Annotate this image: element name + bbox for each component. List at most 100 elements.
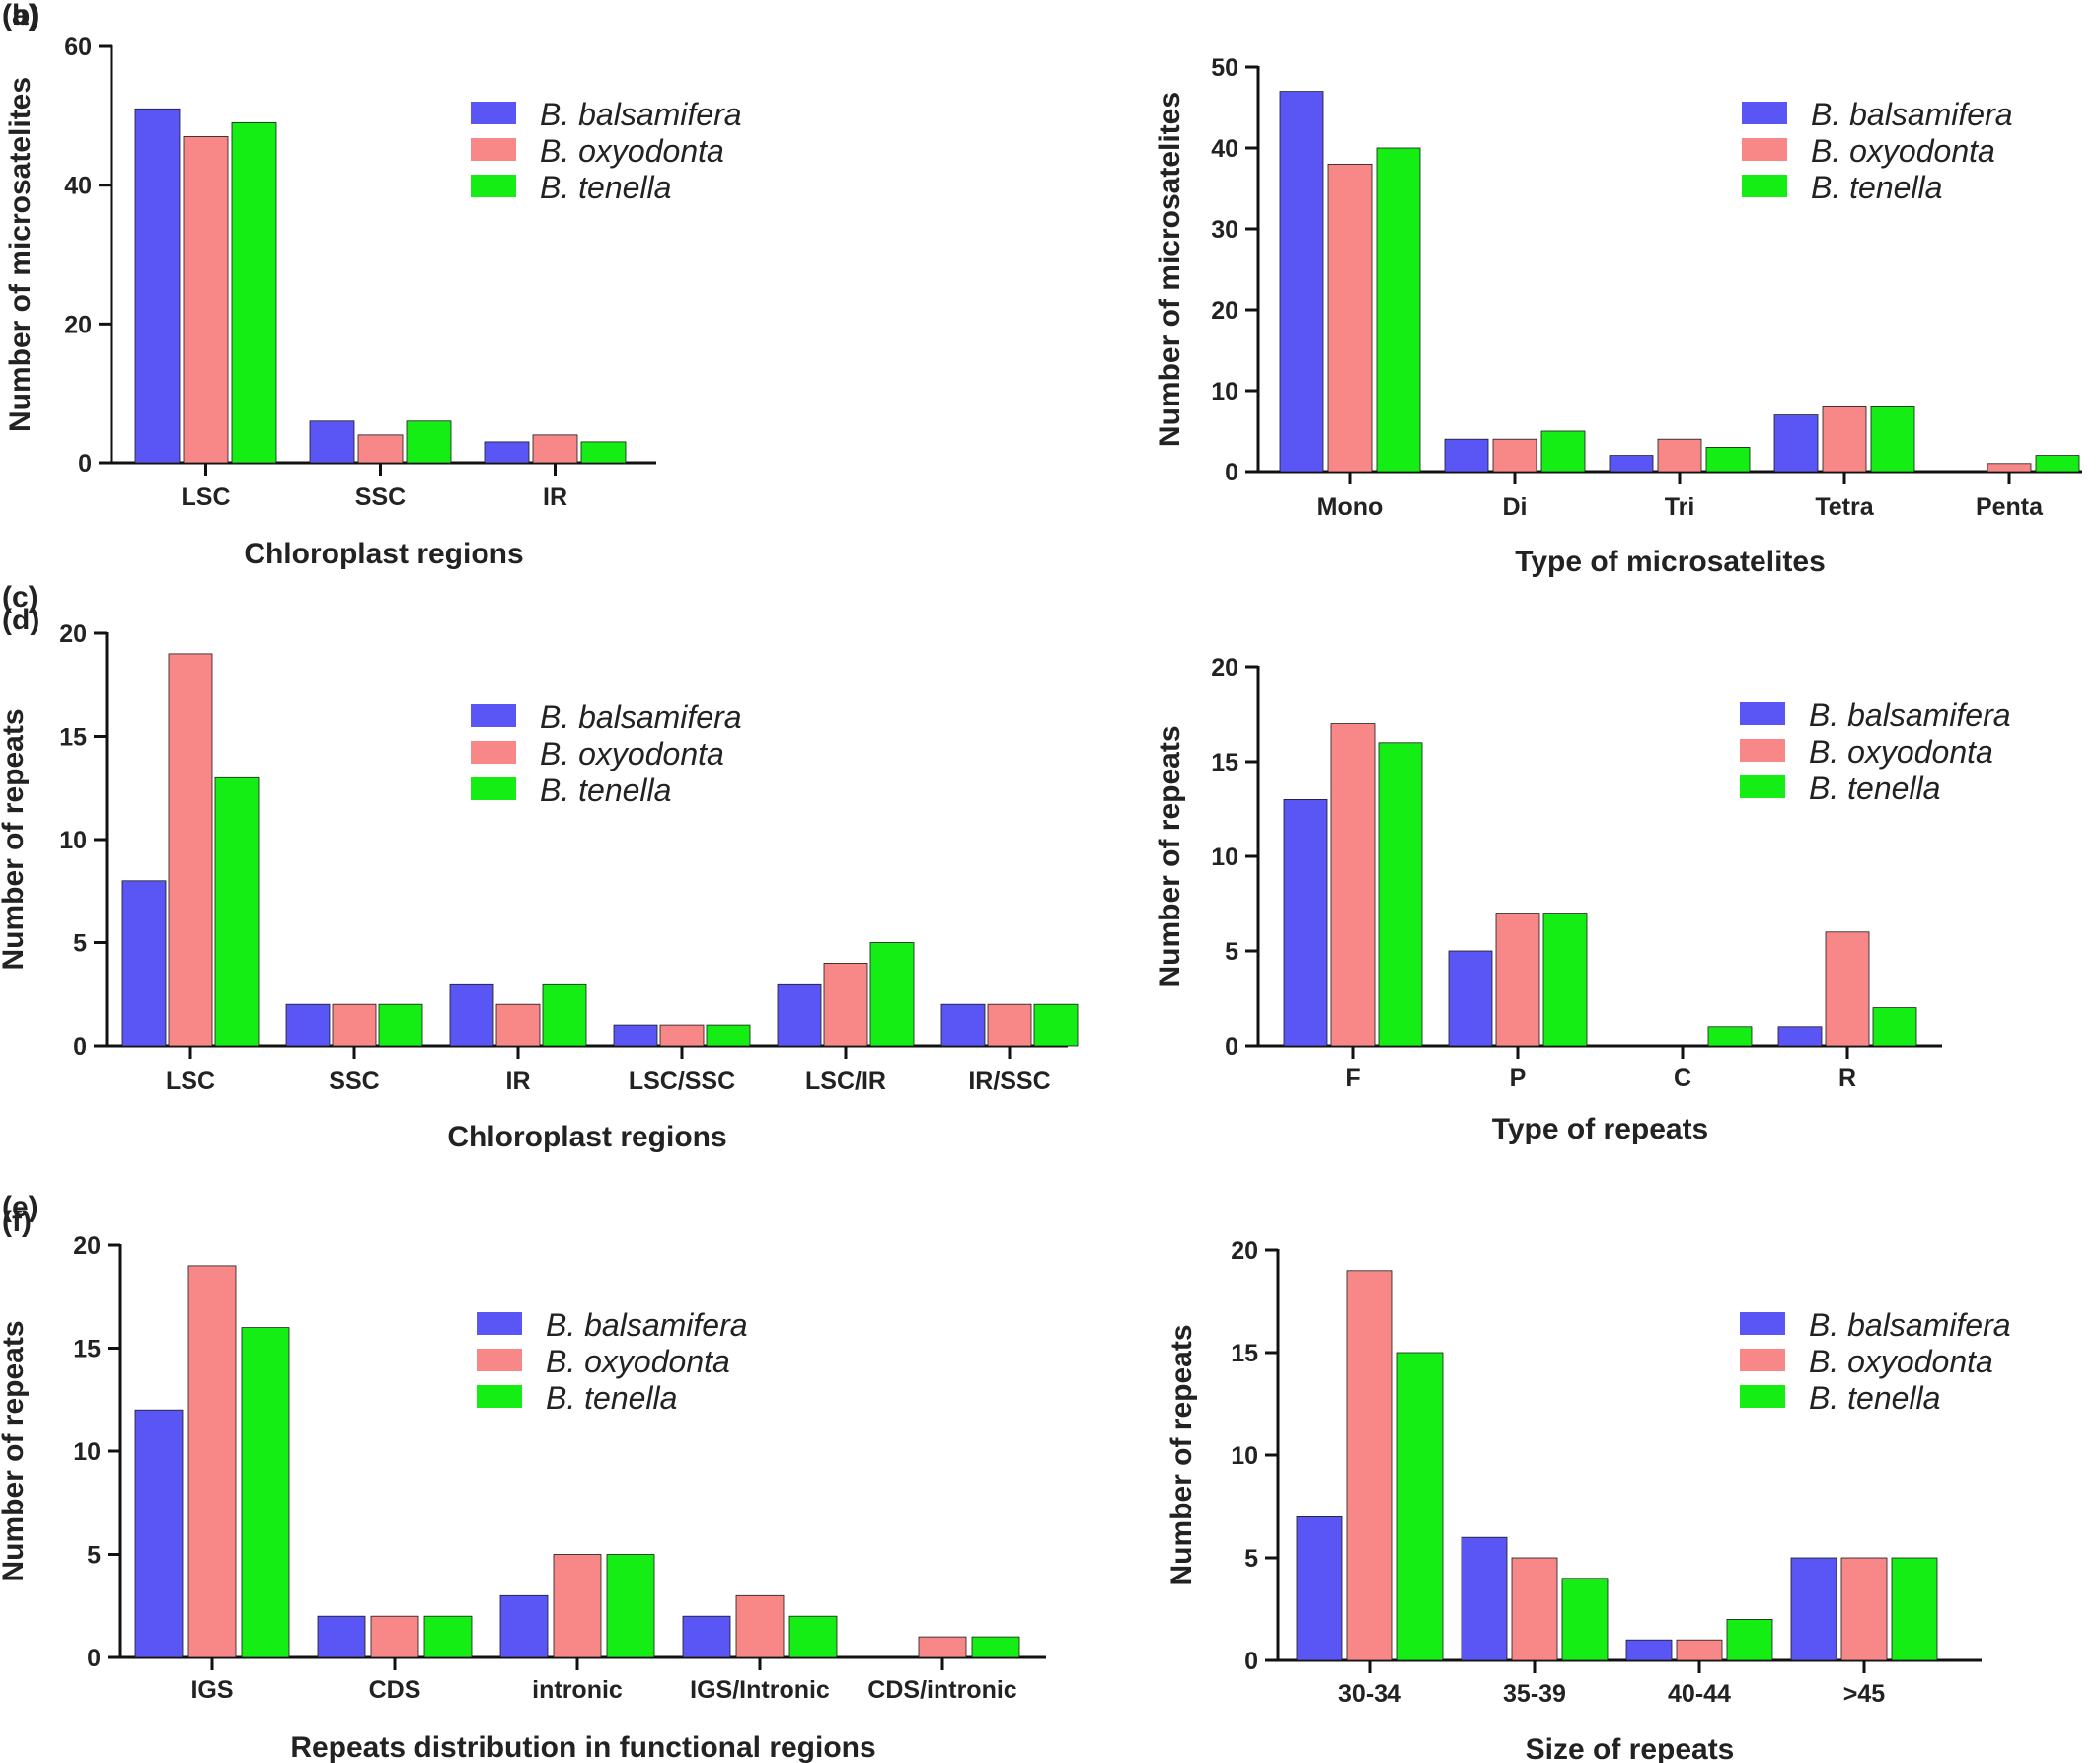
panel-b-bar	[1870, 405, 1915, 473]
panel-f-category-label: 30-34	[1338, 1680, 1401, 1708]
panel-d-legend-swatch	[1740, 702, 1785, 725]
panel-d-y-tick-label: 5	[1225, 938, 1238, 966]
panel-f-y-tick-label: 0	[1244, 1648, 1258, 1675]
panel-d-category-label: R	[1838, 1065, 1856, 1092]
panel-d-y-tick-label: 10	[1211, 844, 1238, 871]
panel-c-bar	[495, 1003, 541, 1047]
panel-f-y-axis-title: Number of repeats	[1165, 1324, 1198, 1585]
panel-a-legend-label: B. balsamifera	[540, 97, 742, 132]
panel-b-y-axis-title: Number of microsatelites	[1154, 92, 1186, 447]
panel-f-bar	[1726, 1619, 1773, 1661]
panel-a-y-tick-label: 40	[64, 173, 92, 200]
panel-a-bar	[484, 441, 530, 464]
panel-c-bar	[777, 983, 822, 1047]
panel-d-legend-label: B. tenella	[1809, 771, 1940, 806]
panel-e-category-label: IGS	[190, 1676, 233, 1704]
panel-b-category-label: Mono	[1317, 493, 1384, 521]
panel-b-bar	[1773, 414, 1819, 473]
panel-e-bar	[918, 1636, 967, 1658]
panel-e-y-tick-label: 5	[87, 1542, 101, 1570]
panel-e-legend-swatch	[477, 1312, 522, 1335]
panel-b-bar	[1987, 463, 2032, 473]
panel-c-legend-swatch	[471, 704, 516, 727]
panel-c-legend-label: B. balsamifera	[540, 699, 742, 735]
panel-a-y-axis-title: Number of microsatelites	[4, 77, 37, 432]
panel-b-bar	[1327, 163, 1373, 473]
panel-b-x-axis-title: Type of microsatelites	[1515, 546, 1826, 578]
panel-c-legend-swatch	[471, 777, 516, 800]
panel-d-category-label: F	[1345, 1065, 1360, 1092]
panel-e-bar	[682, 1615, 731, 1658]
panel-a-y-tick-label: 60	[64, 34, 92, 61]
panel-a-bar	[309, 420, 355, 464]
panel-c-bar	[659, 1024, 705, 1047]
panel-a-y-tick-label: 20	[64, 311, 92, 338]
panel-f-bar	[1296, 1516, 1343, 1661]
panel-a-bar	[580, 441, 627, 464]
panel-e-bar	[606, 1554, 655, 1658]
panel-b-y-tick-label: 30	[1211, 216, 1238, 244]
panel-b-y-tick-label: 40	[1211, 135, 1238, 163]
panel-e-legend-label: B. oxyodonta	[546, 1344, 730, 1379]
panel-e-category-label: intronic	[532, 1676, 623, 1704]
panel-c-bar	[869, 942, 915, 1047]
panel-d-y-tick-label: 20	[1211, 654, 1238, 682]
panel-c-y-axis-title: Number of repeats	[0, 708, 30, 970]
panel-e-legend-swatch	[477, 1349, 522, 1371]
panel-b-bar	[1376, 147, 1421, 473]
panel-d-category-label: C	[1674, 1065, 1691, 1092]
panel-c-category-label: LSC	[166, 1067, 215, 1095]
panel-a-bar	[357, 434, 404, 464]
panel-b-bar	[1609, 455, 1654, 473]
panel-e-bar	[134, 1409, 184, 1658]
panel-e-y-axis-title: Number of repeats	[0, 1320, 30, 1581]
panel-b-legend-swatch	[1742, 102, 1787, 124]
panel-c-bar	[168, 653, 213, 1047]
panel-f-bar	[1561, 1578, 1609, 1661]
panel-d-legend-swatch	[1740, 739, 1785, 762]
panel-e-category-label: IGS/Intronic	[690, 1676, 830, 1704]
panel-b-legend-label: B. tenella	[1811, 170, 1942, 205]
panel-b-y-tick-label: 0	[1225, 459, 1238, 486]
panel-e-x-axis-title: Repeats distribution in functional regio…	[290, 1731, 875, 1763]
panel-d-bar	[1872, 1007, 1917, 1047]
panel-d-x-axis-title: Type of repeats	[1492, 1113, 1709, 1145]
panel-f-bar	[1461, 1536, 1508, 1661]
panel-f-bar	[1511, 1557, 1558, 1661]
panel-f-bar	[1346, 1270, 1393, 1661]
panel-f-bar	[1396, 1352, 1444, 1661]
panel-e-legend-swatch	[477, 1385, 522, 1408]
panel-a-bar	[532, 434, 578, 464]
panel-b-y-tick-label: 10	[1211, 378, 1238, 405]
panel-a-legend-label: B. oxyodonta	[540, 133, 724, 169]
panel-a-legend-label: B. tenella	[540, 170, 671, 205]
panel-f-bar	[1891, 1557, 1938, 1661]
panel-d-bar	[1542, 913, 1588, 1047]
panel-d-legend-swatch	[1740, 775, 1785, 798]
panel-d-bar	[1330, 723, 1376, 1047]
panel-f-bar	[1790, 1557, 1838, 1661]
panel-c-y-tick-label: 5	[73, 930, 87, 958]
panel-c-legend-label: B. oxyodonta	[540, 736, 724, 771]
panel-b-bar	[1822, 405, 1867, 473]
panel-f-bar	[1625, 1639, 1673, 1661]
panel-a-bar	[231, 121, 277, 464]
panel-d-bar	[1777, 1026, 1823, 1047]
panel-c-bar	[940, 1003, 986, 1047]
panel-c-y-tick-label: 10	[59, 827, 87, 854]
panel-a-bar	[183, 136, 229, 464]
panel-b-bar	[1444, 438, 1489, 473]
panel-c-bar	[332, 1003, 377, 1047]
panel-e-bar	[241, 1327, 290, 1658]
panel-c-bar	[987, 1003, 1032, 1047]
panel-e-bar	[735, 1594, 785, 1658]
panel-b-category-label: Tri	[1665, 493, 1695, 521]
panel-f-letter: (f)	[2, 1206, 32, 1238]
panel-c-y-tick-label: 15	[59, 724, 87, 752]
panel-d-letter: (d)	[2, 604, 39, 636]
panel-b-bar	[1279, 91, 1324, 473]
panel-c-bar	[378, 1003, 423, 1047]
panel-e-bar	[370, 1615, 419, 1658]
panel-e-bar	[553, 1554, 602, 1658]
